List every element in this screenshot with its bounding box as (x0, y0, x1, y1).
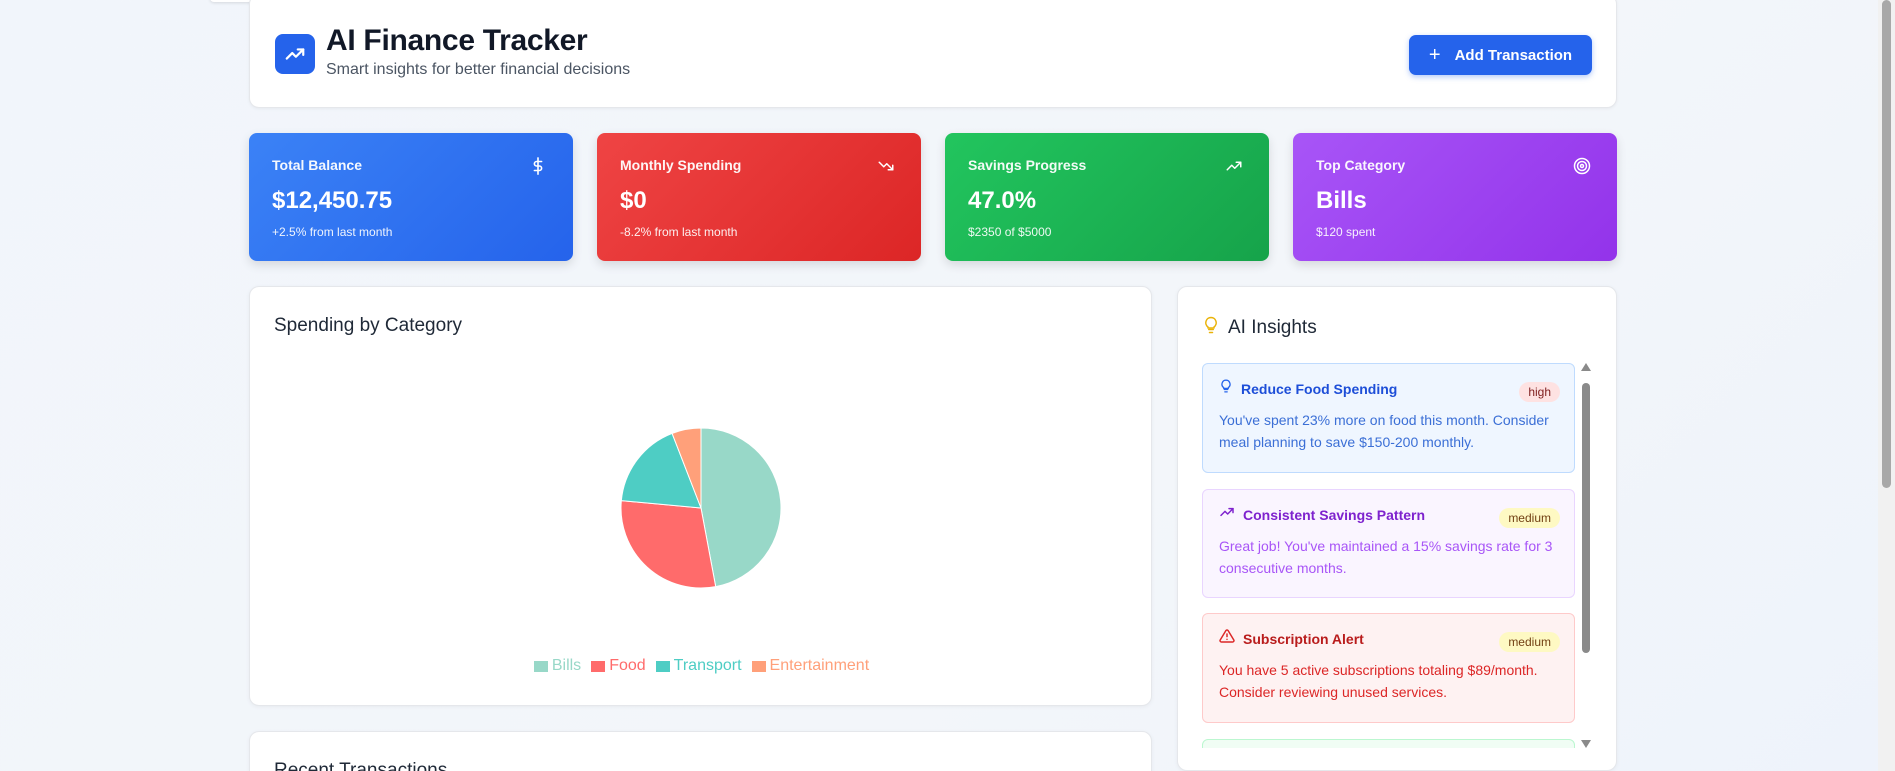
page-scroll-thumb[interactable] (1882, 0, 1891, 488)
pie-slice-food[interactable] (620, 500, 717, 589)
insights-scroll-thumb[interactable] (1582, 383, 1590, 653)
legend-item-food[interactable]: Food (591, 657, 646, 675)
insight-text: You have 5 active subscriptions totaling… (1219, 662, 1538, 700)
stat-card-total-balance: Total Balance $12,450.75 +2.5% from last… (249, 133, 573, 261)
priority-badge: medium (1499, 632, 1560, 652)
browser-tab-edge (210, 0, 264, 2)
ai-insights-title: AI Insights (1228, 316, 1317, 338)
pie-slice-bills[interactable] (700, 427, 782, 588)
stat-value: 47.0% (968, 187, 1037, 214)
legend-swatch (591, 660, 606, 672)
legend-swatch (533, 660, 548, 672)
insight-card[interactable]: Consistent Savings Pattern medium Great … (1202, 489, 1575, 598)
spending-chart-panel: Spending by Category Bills Food Transport E… (249, 286, 1152, 706)
insight-title: Reduce Food Spending (1241, 380, 1398, 397)
trending-up-icon (275, 34, 315, 74)
recent-transactions-panel: Recent Transactions (249, 731, 1152, 771)
lightbulb-icon (1219, 378, 1233, 399)
ai-insights-header: AI Insights (1202, 315, 1317, 340)
insight-title: Consistent Savings Pattern (1243, 506, 1426, 523)
stat-label: Monthly Spending (620, 157, 742, 173)
stat-sub: $120 spent (1316, 225, 1376, 239)
pie-chart (620, 427, 782, 589)
stat-sub: -8.2% from last month (620, 225, 738, 239)
trending-down-icon (877, 157, 895, 175)
scroll-up-icon[interactable] (1581, 363, 1591, 371)
legend-label: Entertainment (769, 657, 870, 674)
stat-label: Top Category (1316, 157, 1406, 173)
legend-item-entertainment[interactable]: Entertainment (751, 657, 870, 675)
pie-slice-entertainment[interactable] (671, 427, 702, 509)
add-transaction-button[interactable]: + Add Transaction (1409, 35, 1592, 75)
insight-card[interactable]: Reduce Food Spending high You've spent 2… (1202, 363, 1575, 473)
priority-badge: high (1519, 382, 1560, 402)
recent-transactions-title: Recent Transactions (274, 760, 448, 771)
legend-label: Bills (551, 657, 582, 674)
priority-badge: medium (1499, 508, 1560, 528)
trending-up-icon (1219, 504, 1235, 525)
page-scrollbar[interactable] (1878, 0, 1895, 771)
legend-label: Food (609, 657, 646, 674)
stat-value: $12,450.75 (272, 187, 393, 214)
legend-swatch (655, 660, 670, 672)
stat-sub: $2350 of $5000 (968, 225, 1052, 239)
stat-label: Savings Progress (968, 157, 1087, 173)
legend-swatch (751, 660, 766, 672)
chart-legend: Bills Food Transport Entertainment (250, 657, 1153, 675)
alert-triangle-icon (1219, 628, 1235, 649)
insight-text: You've spent 23% more on food this month… (1219, 412, 1549, 450)
app-header: AI Finance Tracker Smart insights for be… (249, 0, 1617, 108)
target-icon (1573, 157, 1591, 175)
insight-text: Great job! You've maintained a 15% savin… (1219, 538, 1553, 576)
page-title: AI Finance Tracker (326, 24, 588, 57)
stat-card-monthly-spending: Monthly Spending $0 -8.2% from last mont… (597, 133, 921, 261)
pie-slice-transport[interactable] (620, 432, 702, 509)
insight-card[interactable]: Subscription Alert medium You have 5 act… (1202, 613, 1575, 723)
add-transaction-label: Add Transaction (1454, 46, 1573, 64)
plus-icon: + (1428, 44, 1441, 66)
lightbulb-icon (1202, 315, 1220, 340)
scroll-down-icon[interactable] (1581, 740, 1591, 748)
ai-insights-panel: AI Insights Reduce Food Spending high Yo… (1177, 286, 1617, 771)
stat-value: $0 (620, 187, 647, 214)
stat-card-top-category: Top Category Bills $120 spent (1293, 133, 1617, 261)
stat-label: Total Balance (272, 157, 362, 173)
stat-value: Bills (1316, 187, 1367, 214)
stat-card-savings-progress: Savings Progress 47.0% $2350 of $5000 (945, 133, 1269, 261)
stat-sub: +2.5% from last month (272, 225, 393, 239)
insights-scrollbar[interactable] (1581, 363, 1591, 748)
legend-item-transport[interactable]: Transport (655, 657, 742, 675)
legend-item-bills[interactable]: Bills (533, 657, 582, 675)
insight-title: Subscription Alert (1243, 630, 1364, 647)
insight-card[interactable] (1202, 739, 1575, 748)
legend-label: Transport (673, 657, 742, 674)
trending-up-icon (1225, 157, 1243, 175)
pie-chart-container (620, 427, 782, 594)
spending-chart-title: Spending by Category (274, 315, 463, 336)
page-subtitle: Smart insights for better financial deci… (326, 61, 631, 78)
insights-list[interactable]: Reduce Food Spending high You've spent 2… (1202, 363, 1575, 748)
dollar-icon (529, 157, 547, 175)
